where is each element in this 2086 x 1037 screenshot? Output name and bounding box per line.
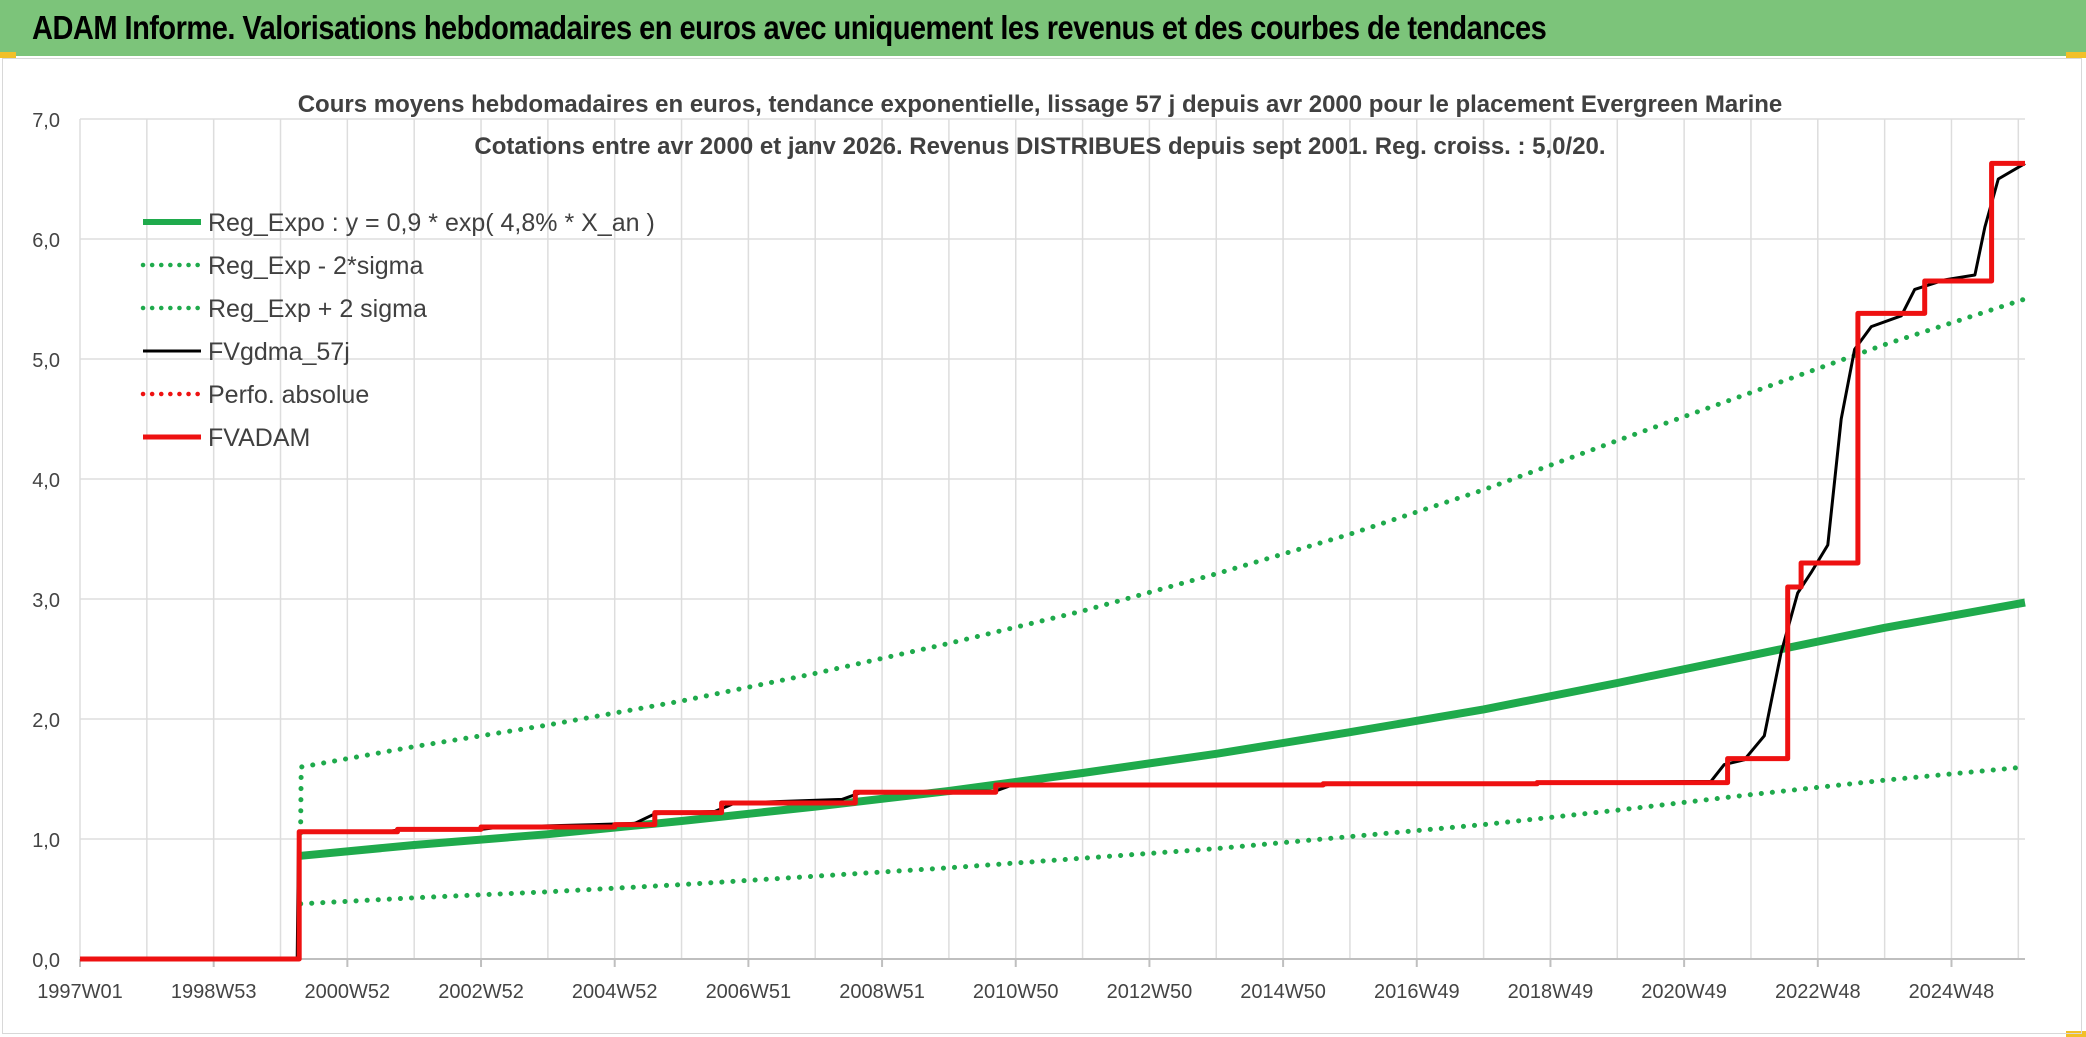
x-tick-label: 2004W52 (572, 981, 658, 1003)
series-line-1 (298, 764, 2028, 907)
chart-axes: 0,0 1,0 2,0 3,0 4,0 5,0 6,0 7,0 1997W01 1998W53 20… (32, 110, 2025, 1003)
chart-legend: Reg_Expo : y = 0,9 * exp( 4,8% * X_an ) R… (140, 209, 655, 452)
x-tick-label: 2016W49 (1374, 981, 1460, 1003)
legend-label: Reg_Exp + 2 sigma (208, 295, 427, 323)
x-tick-label: 2008W51 (839, 981, 925, 1003)
series-line-0 (300, 598, 2026, 860)
header-bar: ADAM Informe. Valorisations hebdomadaire… (0, 0, 2086, 56)
chart-series (80, 160, 2028, 962)
chart-title: Cours moyens hebdomadaires en euros, ten… (298, 91, 1783, 118)
x-tick-label: 2024W48 (1909, 981, 1995, 1003)
legend-label: Reg_Expo : y = 0,9 * exp( 4,8% * X_an ) (208, 209, 655, 237)
x-tick-label: 2020W49 (1641, 981, 1727, 1003)
series-line-5 (80, 160, 2025, 962)
legend-label: FVgdma_57j (208, 338, 350, 366)
y-tick-label: 0,0 (32, 950, 60, 972)
legend-label: Perfo. absolue (208, 381, 369, 409)
y-tick-label: 4,0 (32, 470, 60, 492)
y-tick-label: 7,0 (32, 110, 60, 132)
y-tick-label: 6,0 (32, 230, 60, 252)
chart-frame (2, 58, 2082, 1034)
corner-accent-right (2066, 52, 2086, 58)
x-tick-label: 2002W52 (438, 981, 524, 1003)
x-tick-label: 2012W50 (1107, 981, 1193, 1003)
x-tick-label: 1997W01 (37, 981, 123, 1003)
chart-grid (79, 118, 2025, 960)
series-line-2 (298, 296, 2028, 836)
legend-label: FVADAM (208, 424, 310, 452)
page-title: ADAM Informe. Valorisations hebdomadaire… (32, 9, 1547, 46)
x-tick-label: 1998W53 (171, 981, 257, 1003)
legend-label: Reg_Exp - 2*sigma (208, 252, 423, 280)
x-tick-label: 2006W51 (706, 981, 792, 1003)
x-tick-label: 2018W49 (1508, 981, 1594, 1003)
y-tick-label: 5,0 (32, 350, 60, 372)
x-tick-label: 2010W50 (973, 981, 1059, 1003)
y-tick-label: 2,0 (32, 710, 60, 732)
corner-accent-left (0, 52, 16, 58)
x-tick-label: 2022W48 (1775, 981, 1861, 1003)
chart-subtitle: Cotations entre avr 2000 et janv 2026. R… (474, 133, 1605, 160)
corner-accent-bottom-right (2066, 1031, 2086, 1037)
y-tick-label: 1,0 (32, 830, 60, 852)
x-tick-label: 2000W52 (305, 981, 391, 1003)
y-tick-label: 3,0 (32, 590, 60, 612)
x-tick-label: 2014W50 (1240, 981, 1326, 1003)
